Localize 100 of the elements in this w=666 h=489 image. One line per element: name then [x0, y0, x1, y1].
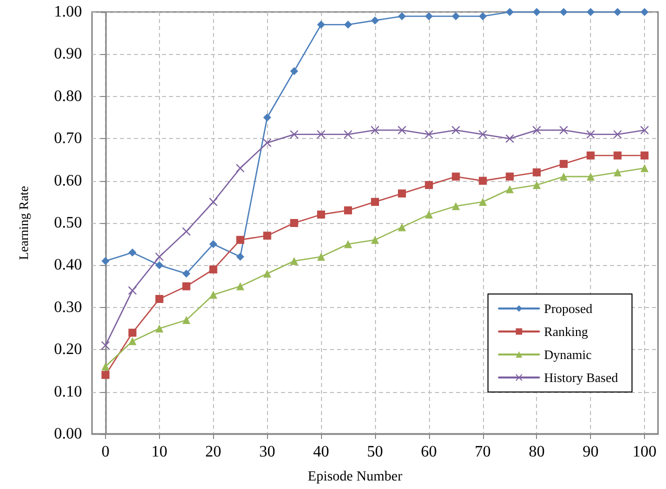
point	[586, 151, 595, 160]
point	[560, 126, 568, 134]
point	[478, 198, 487, 206]
point	[101, 341, 110, 350]
point	[532, 168, 541, 176]
point	[182, 270, 190, 278]
legend-label: History Based	[544, 370, 618, 385]
point	[371, 236, 379, 244]
x-tick-label: 70	[474, 444, 491, 460]
point	[614, 8, 622, 16]
point	[236, 236, 244, 244]
point	[371, 198, 379, 206]
point	[506, 134, 514, 143]
y-axis-title: Learning Rate	[16, 186, 31, 260]
point	[155, 324, 164, 332]
point	[586, 172, 595, 181]
point	[560, 160, 568, 168]
point	[614, 151, 622, 160]
point	[209, 240, 218, 248]
point	[128, 248, 136, 257]
x-axis-title: Episode Number	[308, 470, 403, 484]
point	[398, 223, 406, 232]
legend-label: Ranking	[544, 324, 589, 339]
point	[182, 316, 190, 324]
point	[506, 185, 514, 194]
point	[155, 294, 164, 303]
point	[128, 286, 136, 295]
point	[290, 67, 298, 76]
x-tick-label: 100	[632, 444, 657, 460]
point	[263, 232, 272, 240]
y-tick-label: 0.00	[54, 426, 82, 442]
y-tick-label: 0.20	[54, 341, 82, 358]
point	[344, 240, 352, 248]
y-tick-label: 0.80	[54, 88, 82, 105]
point	[317, 20, 326, 29]
y-tick-label: 0.40	[54, 256, 82, 274]
point	[614, 130, 622, 138]
point	[263, 114, 272, 122]
point	[424, 130, 433, 138]
point	[128, 328, 136, 337]
x-tick-label: 20	[205, 444, 222, 460]
point	[640, 164, 649, 172]
point	[101, 362, 110, 370]
point	[398, 189, 406, 198]
x-tick-label: 40	[313, 444, 330, 460]
x-tick-label: 30	[259, 444, 276, 460]
point	[532, 181, 541, 190]
point	[424, 12, 433, 20]
point	[424, 181, 433, 190]
point	[236, 252, 244, 261]
point	[614, 168, 622, 176]
point	[640, 8, 649, 16]
point	[236, 282, 244, 290]
point	[236, 164, 244, 172]
point	[452, 172, 460, 181]
point	[182, 227, 190, 236]
point	[317, 210, 326, 219]
y-tick-label: 1.00	[54, 4, 82, 20]
point	[586, 130, 595, 138]
point	[424, 210, 433, 219]
x-tick-label: 10	[151, 444, 168, 460]
point	[478, 12, 487, 20]
point	[290, 256, 298, 265]
legend-label: Proposed	[544, 301, 593, 316]
point	[532, 126, 541, 134]
point	[209, 290, 218, 299]
point	[155, 261, 164, 270]
point	[398, 12, 406, 20]
point	[101, 370, 110, 379]
point	[371, 126, 379, 134]
y-tick-label: 0.10	[54, 383, 82, 400]
point	[344, 206, 352, 214]
y-tick-label: 0.60	[54, 172, 82, 190]
point	[344, 130, 352, 138]
legend-label: Dynamic	[544, 347, 592, 362]
point	[398, 126, 406, 134]
point	[506, 8, 514, 16]
point	[182, 282, 190, 290]
y-tick-label: 0.30	[54, 298, 82, 316]
x-tick-label: 50	[367, 444, 383, 460]
point	[128, 337, 136, 346]
point	[290, 130, 298, 138]
point	[101, 256, 110, 265]
point	[640, 151, 649, 160]
y-tick-label: 0.50	[54, 214, 82, 232]
point	[452, 202, 460, 210]
point	[155, 252, 164, 261]
point	[209, 198, 218, 206]
point	[532, 8, 541, 16]
point	[560, 8, 568, 16]
point	[263, 138, 272, 147]
point	[317, 130, 326, 138]
point	[344, 20, 352, 29]
x-tick-label: 80	[528, 444, 545, 460]
x-tick-label: 0	[101, 444, 110, 460]
point	[452, 126, 460, 134]
point	[371, 16, 379, 24]
point	[209, 265, 218, 274]
x-tick-label: 60	[420, 444, 437, 460]
point	[478, 130, 487, 138]
